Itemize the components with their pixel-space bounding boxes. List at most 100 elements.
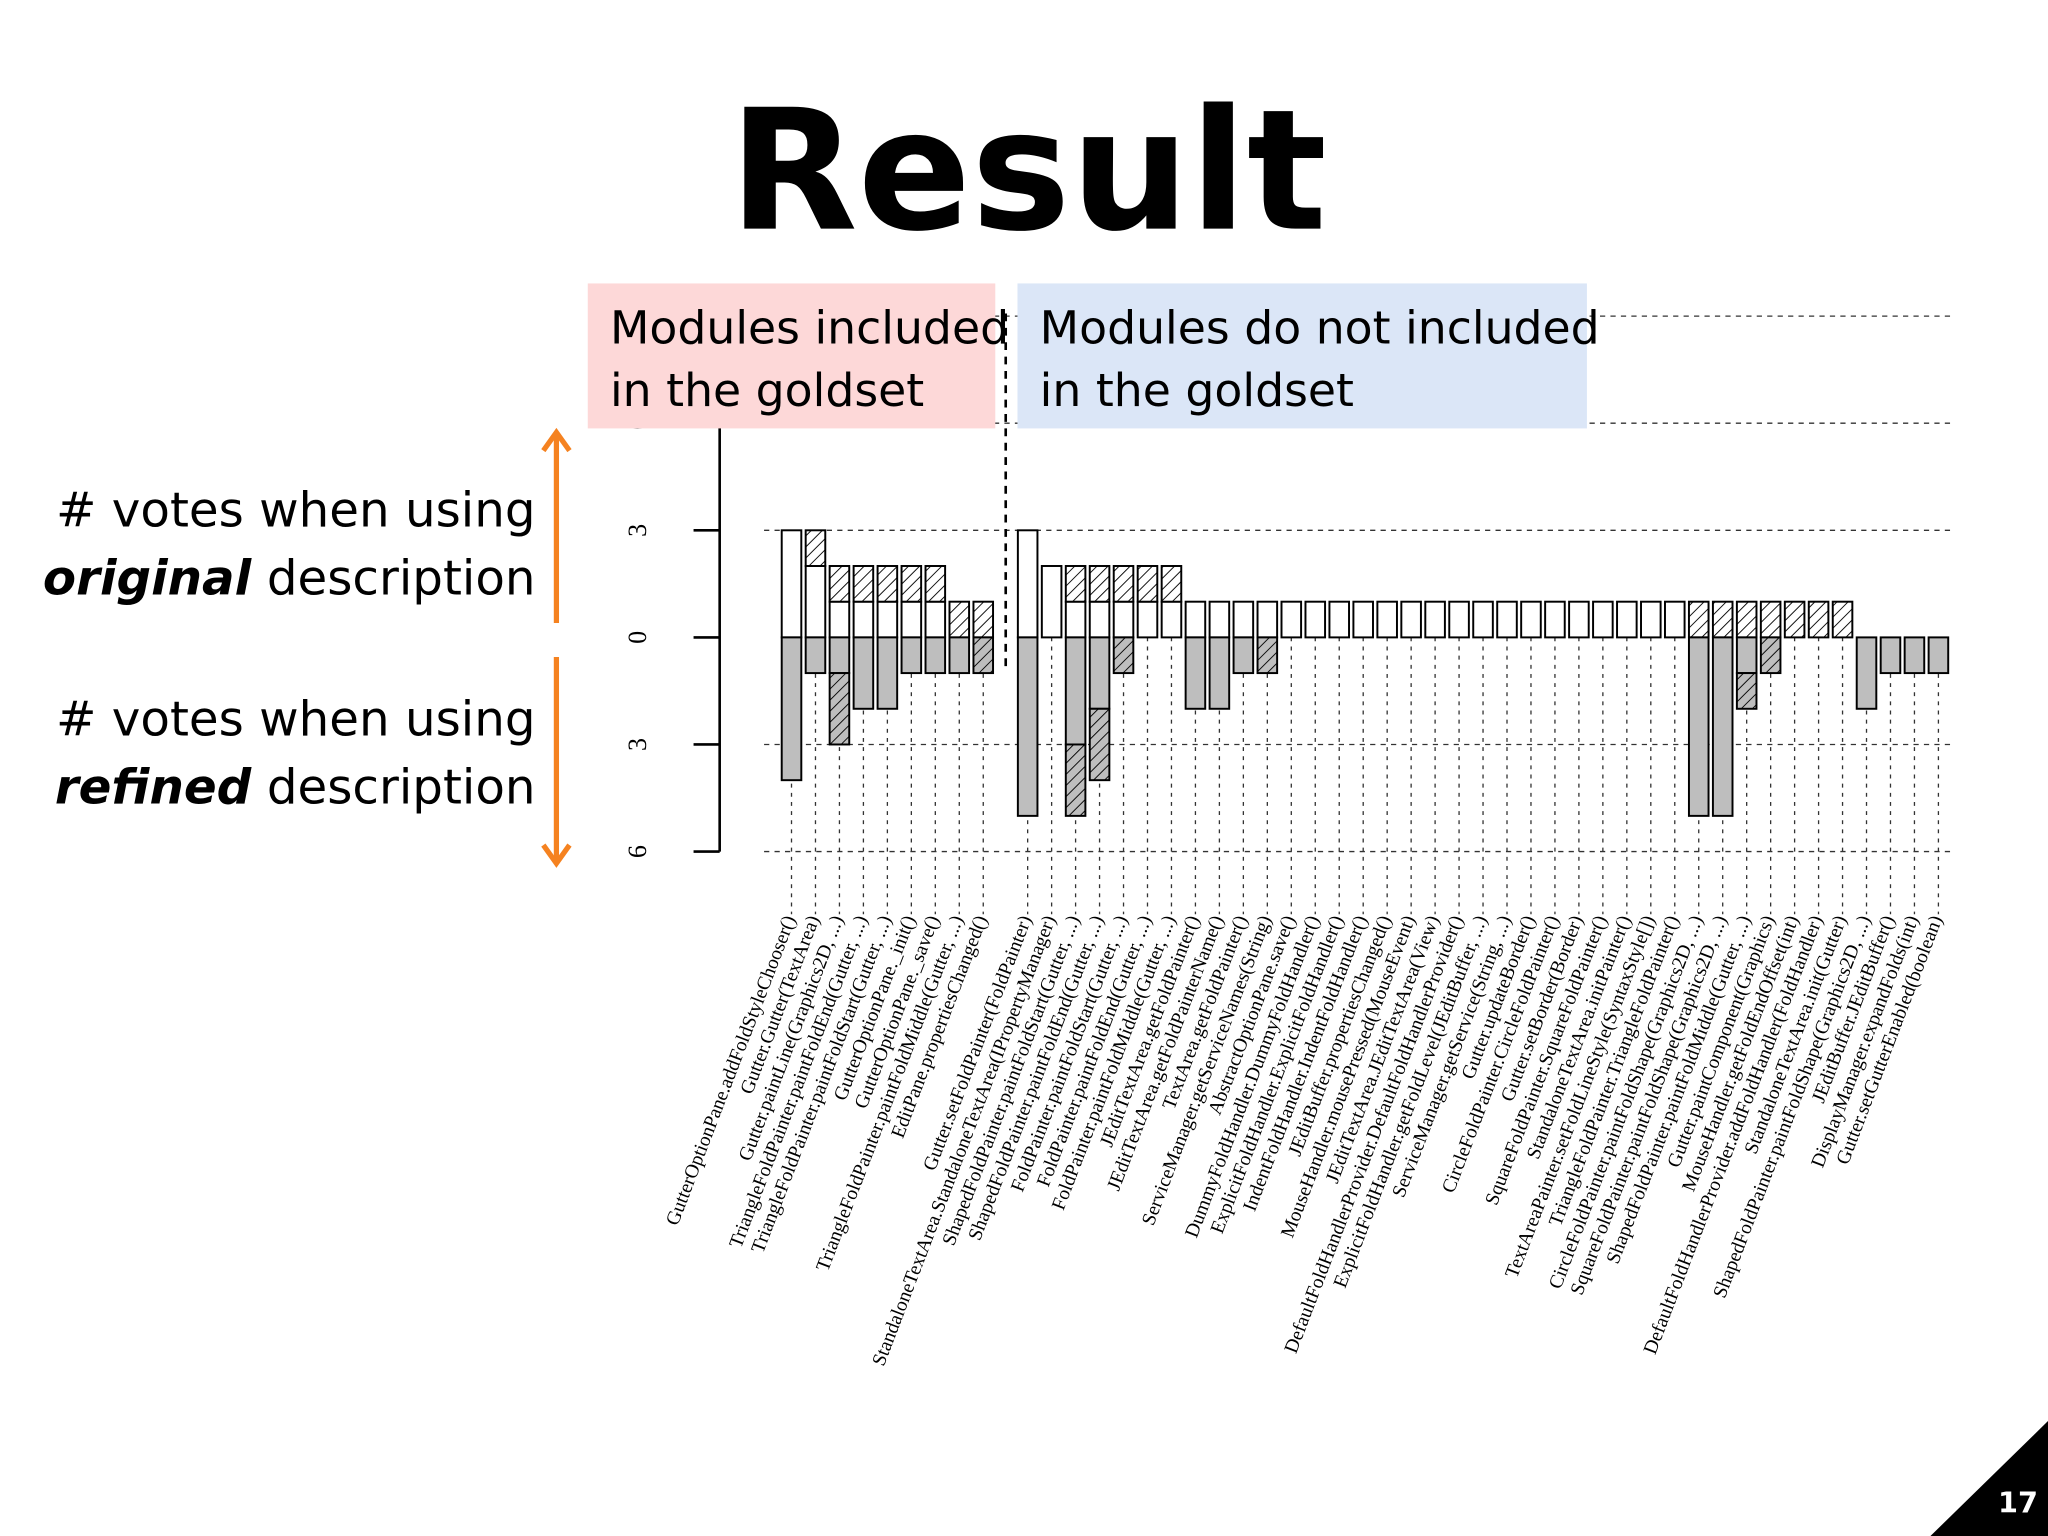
annotation-emphasis: refined — [55, 759, 252, 815]
bar-segment — [1855, 636, 1878, 710]
bar-segment — [1616, 600, 1638, 639]
bar-segment — [1328, 600, 1351, 639]
bar-segment — [1088, 707, 1111, 782]
bar-segment — [1711, 636, 1734, 817]
box-text: Modules included — [610, 302, 1009, 355]
bar-segment — [1783, 600, 1806, 639]
arrow-head — [541, 427, 572, 453]
bar-segment — [1088, 565, 1111, 603]
bar-segment — [876, 600, 899, 639]
bar-segment — [1184, 636, 1207, 710]
bar-segment — [1256, 600, 1279, 639]
bar-segment — [900, 600, 923, 639]
bar-segment — [900, 565, 923, 603]
orange-arrows — [541, 427, 572, 868]
bar-segment — [948, 636, 971, 675]
annotation-text: description — [267, 759, 536, 815]
annotation: # votes when using — [56, 482, 536, 538]
bar-segment — [1520, 600, 1542, 639]
bar-segment — [876, 636, 899, 710]
bar-segment — [852, 565, 875, 603]
bar-segment — [1112, 636, 1135, 675]
box-text: in the goldset — [610, 364, 924, 417]
bar-segment — [780, 529, 803, 639]
bar-segment — [972, 636, 995, 675]
bar-segment — [1903, 636, 1926, 675]
bar-segment — [1711, 600, 1734, 639]
bar-segment — [1807, 600, 1830, 639]
excluded-box — [1017, 283, 1587, 429]
bar-segment — [1831, 600, 1854, 639]
bar-segment — [1927, 636, 1950, 675]
included-box — [587, 283, 996, 429]
bar-segment — [1232, 636, 1255, 675]
bar-segment — [1640, 600, 1662, 639]
page-number: 17 — [1998, 1485, 2038, 1519]
bar-segment — [780, 636, 803, 782]
page-corner — [1930, 1421, 2048, 1536]
bar-segment — [1735, 672, 1758, 710]
bar-segment — [852, 636, 875, 710]
bar-segment — [924, 565, 947, 603]
annotation: # votes when using — [56, 691, 536, 747]
bar-segment — [1232, 600, 1255, 639]
bar-segment — [1400, 600, 1422, 639]
bar-segment — [804, 529, 827, 567]
bar-segment — [1184, 600, 1207, 639]
bar-segment — [1064, 565, 1087, 603]
bar-segment — [1544, 600, 1566, 639]
bar-segment — [1879, 636, 1902, 675]
bar-segment — [1568, 600, 1590, 639]
arrow-head — [541, 843, 572, 868]
bar-segment — [1280, 600, 1303, 639]
bar-segment — [900, 636, 923, 675]
bar-segment — [924, 636, 947, 675]
annotation-emphasis: original — [43, 550, 253, 606]
bar-segment — [1687, 636, 1710, 817]
bar-segment — [1472, 600, 1494, 639]
bar-segment — [1136, 600, 1159, 639]
bar-segment — [1304, 600, 1327, 639]
bar-segment — [1352, 600, 1374, 639]
bar-segment — [828, 672, 851, 746]
y-tick-label: 6 — [623, 845, 652, 858]
bar-segment — [1088, 636, 1111, 710]
bar-segment — [1735, 600, 1758, 639]
annotation-text: description — [267, 550, 536, 606]
bar-segment — [1112, 565, 1135, 603]
box-text: in the goldset — [1040, 364, 1354, 417]
bar-segment — [804, 636, 827, 675]
annotation: refined description — [55, 759, 536, 815]
bar-segment — [1160, 565, 1183, 603]
bar-segment — [1759, 600, 1782, 639]
bar-segment — [1376, 600, 1398, 639]
bar-segment — [1064, 600, 1087, 639]
bar-segment — [1160, 600, 1183, 639]
bar-segment — [1040, 565, 1063, 639]
bar-segment — [1208, 636, 1231, 710]
bar-segment — [1663, 600, 1686, 639]
bar-segment — [972, 600, 995, 639]
bar-segment — [1424, 600, 1446, 639]
bar-segment — [1496, 600, 1518, 639]
bar-segment — [828, 565, 851, 603]
bar-segment — [1448, 600, 1470, 639]
y-tick-label: 3 — [623, 524, 652, 537]
bar-segment — [1064, 636, 1087, 746]
bar-segment — [1687, 600, 1710, 639]
bar-segment — [1735, 636, 1758, 675]
slide-title: Result — [729, 75, 1327, 269]
y-tick-label: 0 — [623, 631, 652, 644]
box-text: Modules do not included — [1040, 302, 1600, 355]
bar-segment — [1136, 565, 1159, 603]
bar-segment — [1088, 600, 1111, 639]
bar-segment — [876, 565, 899, 603]
bar-segment — [1256, 636, 1279, 675]
bar-segment — [1759, 636, 1782, 675]
bar-segment — [948, 600, 971, 639]
bar-segment — [828, 600, 851, 639]
bar-segment — [1016, 636, 1039, 817]
bar-segment — [828, 636, 851, 675]
